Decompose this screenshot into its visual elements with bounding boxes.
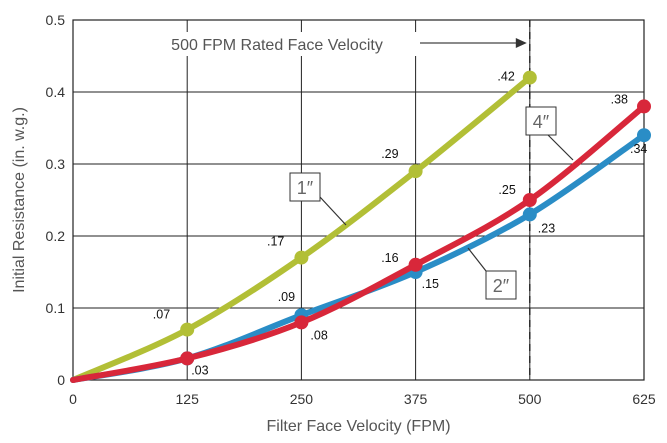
series-line-4in: [70, 103, 647, 383]
rated-velocity-label-bg: [136, 32, 418, 56]
point-4in-625: [637, 99, 651, 114]
callout-box-1in: [289, 172, 321, 202]
point-1in-250: [294, 250, 309, 265]
point-1in-125: [180, 322, 195, 337]
x-tick-250: 250: [290, 391, 314, 407]
data-label-2in-625: .34: [630, 142, 647, 156]
x-tick-125: 125: [176, 391, 200, 407]
callout-box-2in: [485, 270, 517, 300]
data-label-4in-500: .25: [498, 183, 515, 197]
callout-label-2in: 2″: [493, 276, 510, 296]
x-tick-0: 0: [69, 391, 77, 407]
callout-leader-2in: [467, 247, 487, 272]
data-label-4in-250: .08: [310, 328, 327, 342]
plot-frame: [72, 19, 645, 381]
x-tick-labels: 0 125 250 375 500 625: [69, 391, 656, 407]
series-callouts: 1″ 2″ 4″: [289, 106, 574, 300]
y-tick-0.1: 0.1: [46, 300, 66, 316]
rated-velocity-reference: 500 FPM Rated Face Velocity: [136, 20, 531, 380]
series-layer: [70, 70, 651, 383]
data-label-2in-500: .23: [538, 221, 555, 235]
y-tick-labels: 0 0.1 0.2 0.3 0.4 0.5: [46, 12, 66, 388]
x-tick-375: 375: [404, 391, 428, 407]
y-tick-0.5: 0.5: [46, 12, 66, 28]
x-tick-625: 625: [632, 391, 656, 407]
data-label-1in-500: .42: [497, 70, 514, 84]
point-2in-500: [522, 207, 537, 222]
data-label-4in-375: .16: [381, 251, 398, 265]
data-label-4in-125: .03: [191, 363, 208, 377]
y-axis-title: Initial Resistance (in. w.g.): [11, 107, 28, 293]
y-tick-0: 0: [57, 372, 65, 388]
x-axis-title: Filter Face Velocity (FPM): [266, 418, 450, 435]
callout-leader-1in: [319, 196, 347, 226]
data-label-1in-250: .17: [267, 235, 284, 249]
data-labels: .07 .17 .29 .42 .09 .15 .23 .34 .03 .08 .16 .25 .38: [153, 70, 648, 378]
y-tick-0.2: 0.2: [46, 228, 66, 244]
data-label-1in-375: .29: [381, 147, 398, 161]
y-tick-0.4: 0.4: [46, 84, 66, 100]
callout-box-4in: [525, 106, 557, 136]
data-label-2in-250: .09: [278, 290, 295, 304]
point-1in-375: [408, 164, 423, 179]
callout-label-4in: 4″: [533, 112, 550, 132]
data-label-1in-125: .07: [153, 308, 170, 322]
callout-label-1in: 1″: [297, 178, 314, 198]
point-4in-125: [180, 351, 195, 366]
point-4in-500: [522, 193, 537, 207]
point-1in-500: [522, 70, 537, 85]
callout-leader-4in: [547, 134, 574, 161]
point-2in-625: [637, 128, 651, 143]
grid: [72, 19, 645, 381]
rated-velocity-label: 500 FPM Rated Face Velocity: [171, 37, 383, 54]
data-label-2in-375: .15: [422, 277, 439, 291]
data-label-4in-625: .38: [611, 92, 628, 106]
x-tick-500: 500: [518, 391, 542, 407]
point-4in-375: [408, 257, 423, 272]
point-4in-250: [294, 315, 309, 330]
rated-velocity-arrow-head: [515, 38, 527, 48]
y-tick-0.3: 0.3: [46, 156, 66, 172]
